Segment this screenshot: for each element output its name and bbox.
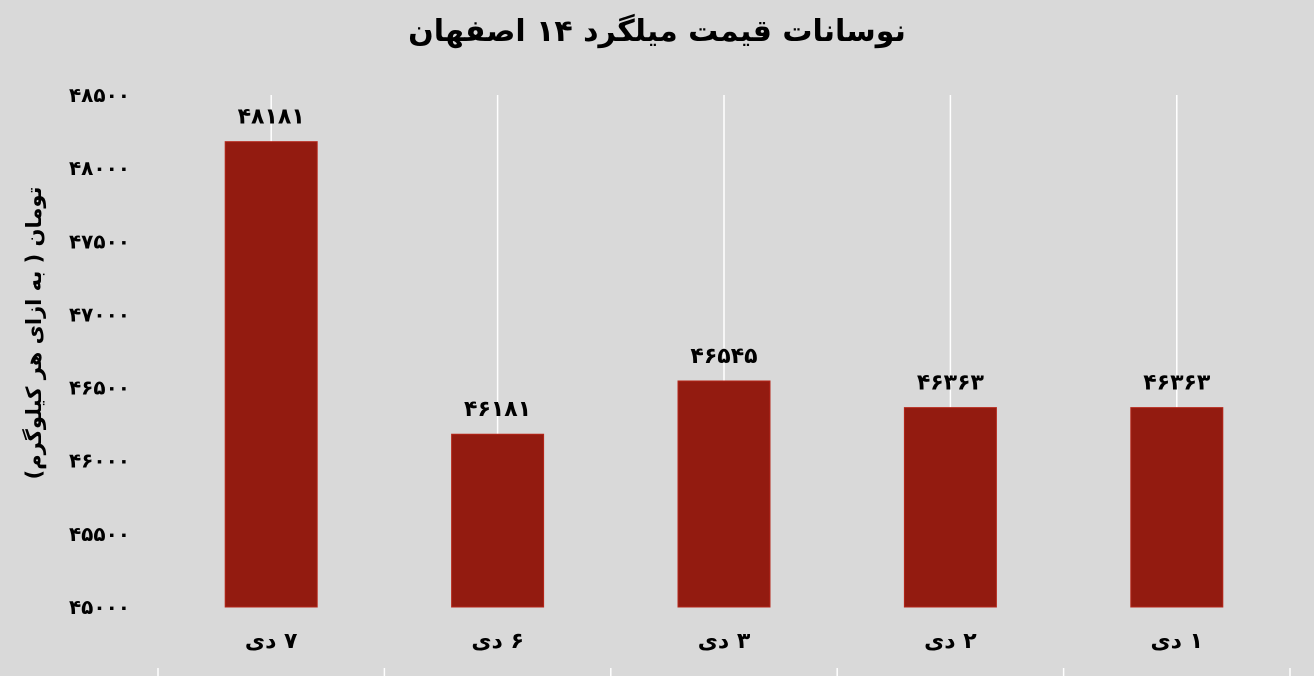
chart-title: نوسانات قیمت میلگرد ۱۴ اصفهان xyxy=(408,14,906,49)
y-tick-label: ۴۶۰۰۰ xyxy=(69,449,130,473)
y-tick-label: ۴۷۰۰۰ xyxy=(69,302,130,326)
y-tick-label: ۴۶۵۰۰ xyxy=(69,376,130,400)
bar xyxy=(903,407,997,608)
y-tick-label: ۴۸۰۰۰ xyxy=(69,156,130,180)
bar xyxy=(677,380,771,608)
bar xyxy=(224,141,318,608)
data-label: ۴۶۳۶۳ xyxy=(917,371,985,396)
data-label: ۴۶۳۶۳ xyxy=(1143,371,1211,396)
category-label: ۶ دی xyxy=(471,629,524,654)
category-label: ۲ دی xyxy=(924,629,977,654)
data-label: ۴۶۱۸۱ xyxy=(464,397,531,422)
y-tick-label: ۴۷۵۰۰ xyxy=(69,229,130,253)
y-tick-label: ۴۸۵۰۰ xyxy=(69,83,130,107)
category-label: ۷ دی xyxy=(245,629,298,654)
data-label: ۴۸۱۸۱ xyxy=(238,105,305,130)
bar xyxy=(1130,407,1224,608)
y-tick-label: ۴۵۵۰۰ xyxy=(69,522,130,546)
y-tick-label: ۴۵۰۰۰ xyxy=(69,595,130,619)
bar xyxy=(451,433,545,608)
data-label: ۴۶۵۴۵ xyxy=(690,344,757,369)
category-label: ۳ دی xyxy=(698,629,751,654)
category-label: ۱ دی xyxy=(1151,629,1204,654)
